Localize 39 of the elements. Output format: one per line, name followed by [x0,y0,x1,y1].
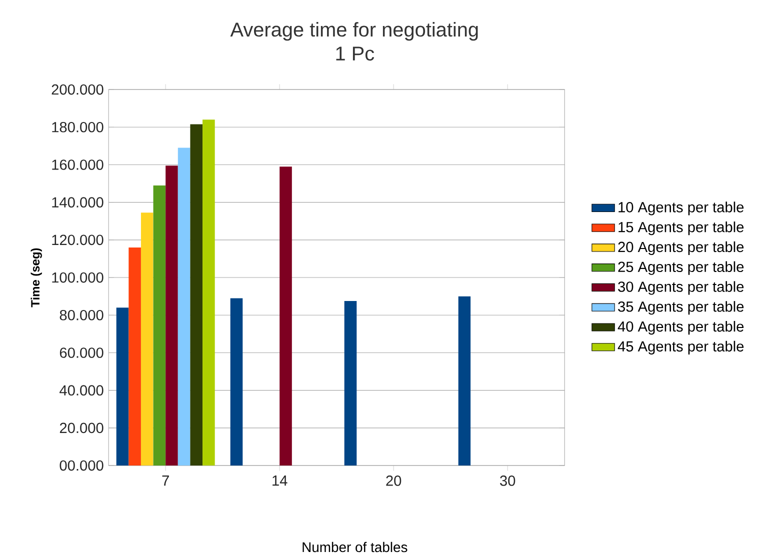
y-tick-label: 120.000 [52,234,104,246]
legend-label: 35 Agents per table [618,301,744,315]
bar [230,298,243,466]
y-tick-label: 200.000 [52,84,104,95]
y-tick-label: 80.000 [60,310,104,320]
legend-label: 45 Agents per table [618,340,744,354]
y-tick-label: 100.000 [52,272,104,283]
y-tick-label: 180.000 [52,122,104,132]
x-axis-title: Number of tables [302,542,408,552]
legend-label: 10 Agents per table [618,202,744,216]
y-tick-label: 00.000 [60,460,104,471]
bar [202,120,215,466]
bar [153,185,166,466]
y-tick-label: 40.000 [60,385,104,396]
chart-title: Average time for negotiating [230,22,478,41]
bar [344,301,357,466]
bar [190,124,203,466]
y-tick-label: 60.000 [60,348,104,358]
bar [116,308,129,466]
x-tick-label: 14 [272,476,288,486]
legend-label: 20 Agents per table [618,241,744,256]
y-tick-label: 160.000 [52,160,104,170]
legend-label: 30 Agents per table [618,281,744,295]
x-tick-label: 30 [500,476,516,486]
bar [178,148,190,466]
legend-label: 40 Agents per table [618,320,744,335]
legend-label: 25 Agents per table [618,261,744,275]
x-tick-label: 20 [386,476,402,486]
x-tick-label: 7 [162,476,169,486]
y-tick-label: 20.000 [60,422,104,434]
bar [458,296,471,466]
y-axis-title: Time (seg) [30,248,42,308]
chart-subtitle: 1 Pc [336,46,374,61]
bar [140,212,154,466]
y-tick-label: 140.000 [52,197,104,208]
bar [166,166,178,466]
bar [280,166,292,466]
legend-label: 15 Agents per table [618,222,744,236]
bar [128,247,141,466]
